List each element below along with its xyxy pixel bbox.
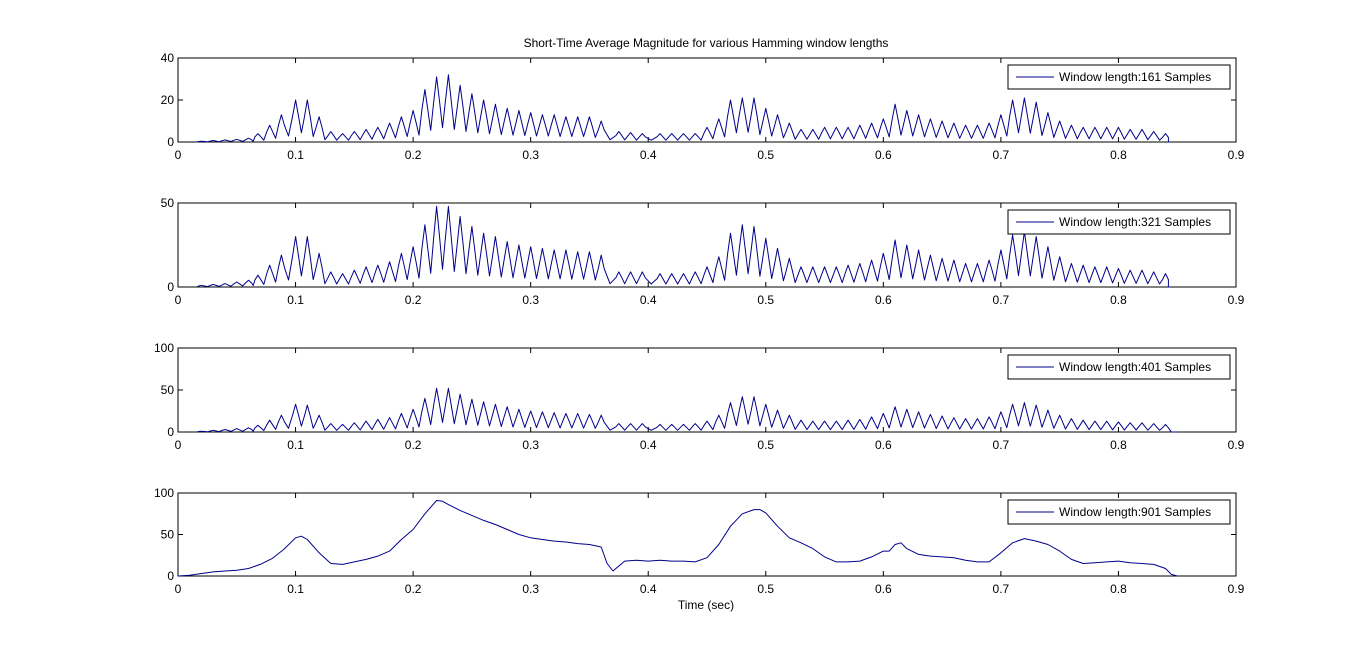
x-tick-label: 0.9 [1228, 148, 1245, 162]
x-tick-label: 0.3 [522, 438, 539, 452]
x-tick-label: 0.1 [287, 293, 304, 307]
x-tick-label: 0 [175, 582, 182, 596]
x-tick-label: 0.6 [875, 293, 892, 307]
x-tick-label: 0.4 [640, 293, 657, 307]
x-tick-label: 0.8 [1110, 582, 1127, 596]
subplot-4: 0 0.1 0.2 0.3 0.4 0.5 0.6 0.7 0.8 0.9 0 50 100 Window… [154, 486, 1245, 596]
y-tick-label: 50 [161, 383, 175, 397]
legend-box [1007, 499, 1231, 525]
x-axis-label: Time (sec) [678, 598, 734, 612]
x-tick-label: 0.6 [875, 582, 892, 596]
x-tick-label: 0 [175, 293, 182, 307]
x-tick-label: 0.5 [757, 582, 774, 596]
y-tick-label: 0 [167, 569, 174, 583]
subplot-1: 0 0.1 0.2 0.3 0.4 0.5 0.6 0.7 0.8 0.9 0 20 40 Window … [161, 51, 1245, 162]
x-tick-label: 0.2 [405, 582, 422, 596]
x-tick-label: 0.7 [993, 148, 1010, 162]
x-tick-label: 0.3 [522, 582, 539, 596]
x-tick-label: 0.4 [640, 438, 657, 452]
y-tick-label: 100 [154, 486, 174, 500]
y-tick-label: 100 [154, 341, 174, 355]
x-tick-label: 0.2 [405, 438, 422, 452]
x-tick-label: 0.8 [1110, 293, 1127, 307]
y-tick-label: 0 [167, 280, 174, 294]
legend-label: Window length:321 Samples [1059, 215, 1211, 229]
x-tick-label: 0.2 [405, 148, 422, 162]
subplot-3: 0 0.1 0.2 0.3 0.4 0.5 0.6 0.7 0.8 0.9 0 50 100 Window… [154, 341, 1245, 452]
x-tick-label: 0.4 [640, 582, 657, 596]
x-tick-label: 0 [175, 148, 182, 162]
legend-label: Window length:401 Samples [1059, 360, 1211, 374]
series-line [196, 74, 1172, 143]
x-tick-label: 0.2 [405, 293, 422, 307]
x-tick-label: 0.6 [875, 148, 892, 162]
y-tick-label: 20 [161, 93, 175, 107]
x-tick-label: 0.3 [522, 293, 539, 307]
x-tick-label: 0.7 [993, 293, 1010, 307]
x-tick-label: 0.7 [993, 438, 1010, 452]
x-tick-label: 0.5 [757, 438, 774, 452]
y-tick-label: 40 [161, 51, 175, 65]
axes-group: 0 0.1 0.2 0.3 0.4 0.5 0.6 0.7 0.8 0.9 0 20 40 Window … [154, 51, 1245, 596]
x-tick-label: 0.1 [287, 582, 304, 596]
series-line [196, 205, 1172, 288]
x-tick-label: 0.7 [993, 582, 1010, 596]
legend: Window length:401 Samples [1007, 354, 1231, 380]
y-tick-label: 50 [161, 528, 175, 542]
legend-label: Window length:901 Samples [1059, 505, 1211, 519]
x-tick-label: 0 [175, 438, 182, 452]
y-tick-label: 50 [161, 196, 175, 210]
chart-title: Short-Time Average Magnitude for various… [524, 36, 889, 50]
legend: Window length:901 Samples [1007, 499, 1231, 525]
x-tick-label: 0.4 [640, 148, 657, 162]
legend: Window length:321 Samples [1007, 209, 1231, 235]
x-tick-label: 0.1 [287, 438, 304, 452]
legend-label: Window length:161 Samples [1059, 70, 1211, 84]
subplot-2: 0 0.1 0.2 0.3 0.4 0.5 0.6 0.7 0.8 0.9 0 50 Window le… [161, 196, 1245, 307]
x-tick-label: 0.9 [1228, 438, 1245, 452]
x-tick-label: 0.6 [875, 438, 892, 452]
series-line [177, 500, 1178, 577]
x-tick-label: 0.9 [1228, 293, 1245, 307]
x-tick-label: 0.9 [1228, 582, 1245, 596]
x-tick-label: 0.5 [757, 293, 774, 307]
x-tick-label: 0.8 [1110, 148, 1127, 162]
x-tick-label: 0.5 [757, 148, 774, 162]
y-tick-label: 0 [167, 135, 174, 149]
series-line [196, 387, 1178, 433]
x-tick-label: 0.1 [287, 148, 304, 162]
x-tick-label: 0.3 [522, 148, 539, 162]
x-tick-label: 0.8 [1110, 438, 1127, 452]
y-tick-label: 0 [167, 425, 174, 439]
legend: Window length:161 Samples [1007, 64, 1231, 90]
